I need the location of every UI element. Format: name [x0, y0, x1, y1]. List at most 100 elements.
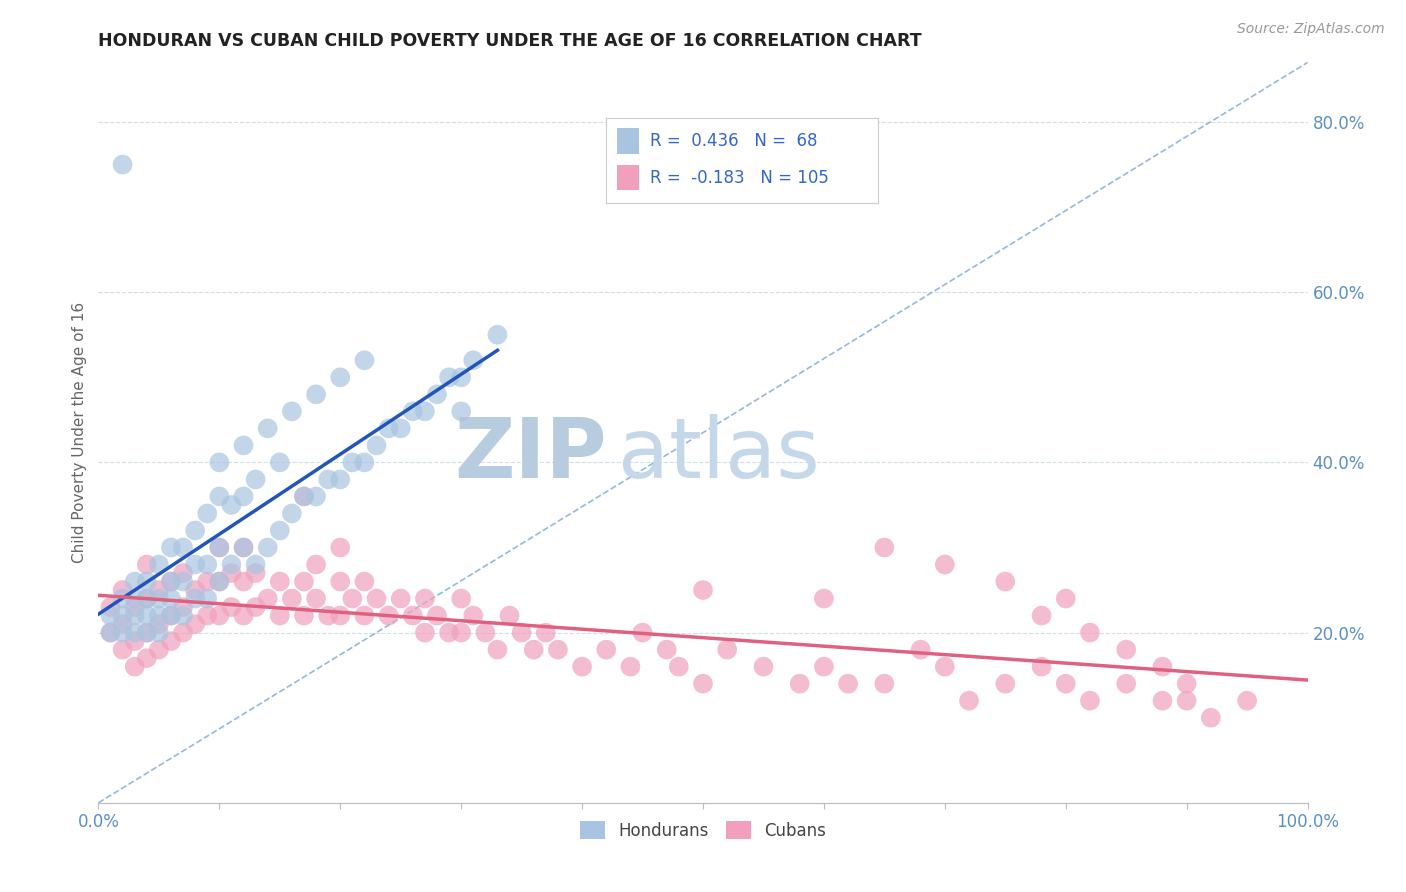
Point [172, 566, 194, 580]
Point [1236, 694, 1258, 708]
Point [148, 617, 170, 632]
Point [245, 472, 267, 486]
Point [353, 455, 375, 469]
Point [160, 541, 183, 555]
Text: Source: ZipAtlas.com: Source: ZipAtlas.com [1237, 22, 1385, 37]
Point [256, 591, 278, 606]
Point [160, 608, 183, 623]
Point [692, 676, 714, 690]
Point [124, 634, 146, 648]
Point [135, 625, 157, 640]
Point [305, 387, 328, 401]
Point [329, 472, 352, 486]
Point [402, 608, 425, 623]
Point [413, 625, 436, 640]
Point [172, 600, 194, 615]
Point [148, 608, 170, 623]
Point [135, 591, 157, 606]
Point [135, 591, 157, 606]
Point [366, 591, 388, 606]
Point [111, 608, 134, 623]
Point [716, 642, 738, 657]
Point [934, 659, 956, 673]
Point [1152, 659, 1174, 673]
Point [292, 608, 315, 623]
Point [450, 625, 472, 640]
Text: atlas: atlas [619, 414, 820, 495]
Point [124, 574, 146, 589]
Point [232, 574, 254, 589]
Point [208, 455, 231, 469]
Point [281, 507, 304, 521]
Point [571, 659, 593, 673]
Point [873, 541, 896, 555]
Point [1199, 711, 1222, 725]
Point [148, 642, 170, 657]
Point [160, 591, 183, 606]
Point [353, 608, 375, 623]
Point [631, 625, 654, 640]
Point [124, 659, 146, 673]
Point [1175, 694, 1198, 708]
Point [316, 472, 339, 486]
Point [208, 490, 231, 504]
Point [426, 608, 449, 623]
Point [160, 634, 183, 648]
Point [692, 582, 714, 597]
Point [1054, 676, 1077, 690]
Point [148, 625, 170, 640]
Point [111, 625, 134, 640]
Point [813, 591, 835, 606]
Point [195, 507, 218, 521]
Point [305, 558, 328, 572]
Point [148, 558, 170, 572]
Point [305, 591, 328, 606]
Point [595, 642, 617, 657]
Point [195, 591, 218, 606]
Point [1078, 694, 1101, 708]
Point [135, 558, 157, 572]
Point [389, 421, 412, 435]
Point [269, 574, 291, 589]
Y-axis label: Child Poverty Under the Age of 16: Child Poverty Under the Age of 16 [72, 302, 87, 563]
Point [413, 591, 436, 606]
Point [463, 608, 485, 623]
Text: HONDURAN VS CUBAN CHILD POVERTY UNDER THE AGE OF 16 CORRELATION CHART: HONDURAN VS CUBAN CHILD POVERTY UNDER TH… [98, 32, 922, 50]
Point [450, 591, 472, 606]
Point [195, 574, 218, 589]
Point [292, 490, 315, 504]
Point [172, 608, 194, 623]
Point [547, 642, 569, 657]
Point [934, 558, 956, 572]
Point [232, 541, 254, 555]
Point [813, 659, 835, 673]
Point [329, 541, 352, 555]
Point [135, 574, 157, 589]
Point [450, 404, 472, 418]
Point [752, 659, 775, 673]
Point [111, 617, 134, 632]
Point [498, 608, 520, 623]
Point [208, 541, 231, 555]
Point [111, 582, 134, 597]
Point [160, 574, 183, 589]
Point [232, 438, 254, 452]
Point [1031, 659, 1053, 673]
Point [135, 608, 157, 623]
Point [221, 600, 243, 615]
Point [232, 608, 254, 623]
Point [256, 421, 278, 435]
Point [245, 566, 267, 580]
Point [148, 582, 170, 597]
Point [135, 651, 157, 665]
Point [619, 659, 641, 673]
Point [668, 659, 690, 673]
Point [184, 558, 207, 572]
Point [910, 642, 932, 657]
Point [232, 541, 254, 555]
Point [837, 676, 859, 690]
Point [195, 558, 218, 572]
Point [100, 608, 122, 623]
Point [523, 642, 546, 657]
Point [269, 608, 291, 623]
